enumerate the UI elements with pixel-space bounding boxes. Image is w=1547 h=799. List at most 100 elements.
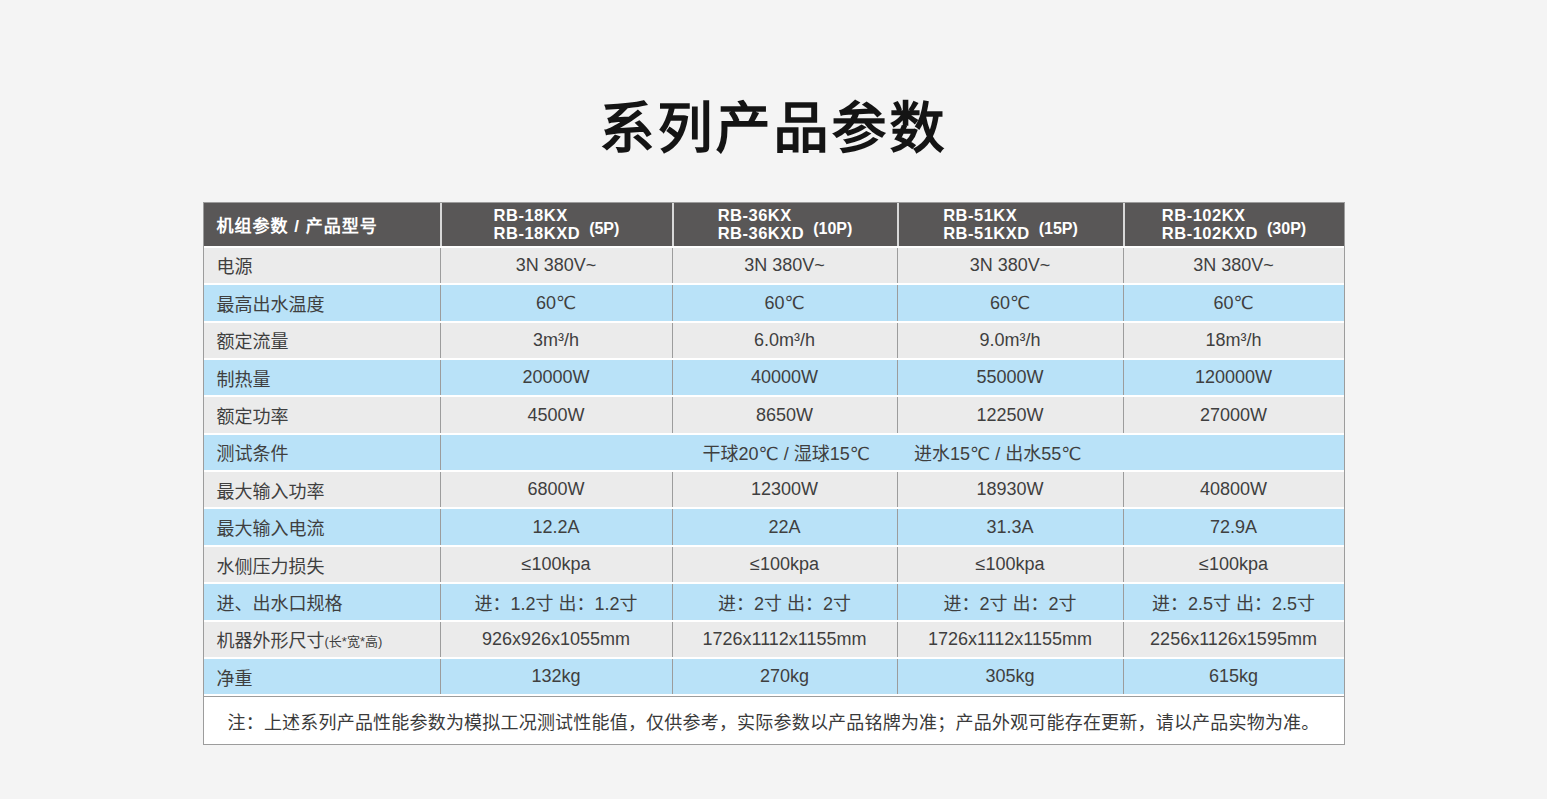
value-cell: 3N 380V~ xyxy=(672,248,897,283)
table-row: 测试条件 干球20℃ / 湿球15℃ 进水15℃ / 出水55℃ xyxy=(204,433,1344,470)
table-row: 机器外形尺寸(长*宽*高)926x926x1055mm1726x1112x115… xyxy=(204,620,1344,657)
page: { "page": { "title": "系列产品参数" }, "colors… xyxy=(0,0,1547,799)
value-cell: 305kg xyxy=(897,659,1123,694)
row-label-suffix: (长*宽*高) xyxy=(325,631,383,650)
table-header-row: 机组参数 / 产品型号 RB-18KXRB-18KXD (5P) RB-36KXRB… xyxy=(204,203,1344,246)
table-body: 电源3N 380V~3N 380V~3N 380V~3N 380V~最高出水温度… xyxy=(204,246,1344,697)
table-row: 水侧压力损失≤100kpa≤100kpa≤100kpa≤100kpa xyxy=(204,545,1344,582)
row-label-text: 最大输入功率 xyxy=(217,477,325,503)
row-label: 测试条件 xyxy=(204,435,440,470)
value-cell: 9.0m³/h xyxy=(897,323,1123,358)
table-row: 进、出水口规格进：1.2寸 出：1.2寸进：2寸 出：2寸进：2寸 出：2寸进：… xyxy=(204,582,1344,619)
value-cell: 3N 380V~ xyxy=(440,248,672,283)
table-row: 最大输入功率6800W12300W18930W40800W xyxy=(204,470,1344,507)
value-cell: 进：2寸 出：2寸 xyxy=(672,584,897,619)
row-label-text: 额定流量 xyxy=(217,327,289,353)
value-cell: 3N 380V~ xyxy=(1123,248,1344,283)
value-cell: 60℃ xyxy=(440,285,672,320)
table-row: 最高出水温度60℃60℃60℃60℃ xyxy=(204,283,1344,320)
value-cell: 72.9A xyxy=(1123,509,1344,544)
value-cell: 6800W xyxy=(440,472,672,507)
value-cell: 40800W xyxy=(1123,472,1344,507)
row-label: 制热量 xyxy=(204,360,440,395)
model-names: RB-102KXRB-102KXD xyxy=(1162,206,1258,242)
value-cell: 12250W xyxy=(897,397,1123,432)
value-cell: 8650W xyxy=(672,397,897,432)
value-cell: 926x926x1055mm xyxy=(440,622,672,657)
model-names: RB-18KXRB-18KXD xyxy=(494,206,581,242)
value-cell: ≤100kpa xyxy=(672,547,897,582)
row-label: 额定功率 xyxy=(204,397,440,432)
model-name: RB-18KXD xyxy=(494,224,581,242)
model-horsepower: (5P) xyxy=(589,220,619,238)
row-label-text: 测试条件 xyxy=(217,439,289,465)
row-label: 最高出水温度 xyxy=(204,285,440,320)
row-label: 最大输入电流 xyxy=(204,509,440,544)
table-row: 制热量20000W40000W55000W120000W xyxy=(204,358,1344,395)
model-name: RB-51KXD xyxy=(943,224,1030,242)
model-header-cell: RB-51KXRB-51KXD (15P) xyxy=(897,203,1123,246)
model-name: RB-102KX xyxy=(1162,206,1246,224)
model-horsepower: (30P) xyxy=(1267,220,1306,238)
value-cell: 270kg xyxy=(672,659,897,694)
row-label-text: 进、出水口规格 xyxy=(217,589,343,615)
table-note: 注：上述系列产品性能参数为模拟工况测试性能值，仅供参考，实际参数以产品铭牌为准；… xyxy=(204,696,1344,744)
row-label-text: 制热量 xyxy=(217,365,271,391)
value-cell: 6.0m³/h xyxy=(672,323,897,358)
value-cell: 60℃ xyxy=(672,285,897,320)
value-cell: 进：1.2寸 出：1.2寸 xyxy=(440,584,672,619)
table-row: 额定功率4500W8650W12250W27000W xyxy=(204,395,1344,432)
merged-value-cell: 干球20℃ / 湿球15℃ 进水15℃ / 出水55℃ xyxy=(440,435,1344,470)
model-names: RB-51KXRB-51KXD xyxy=(943,206,1030,242)
header-corner-cell: 机组参数 / 产品型号 xyxy=(204,203,440,246)
value-cell: 进：2.5寸 出：2.5寸 xyxy=(1123,584,1344,619)
model-header-cell: RB-36KXRB-36KXD(10P) xyxy=(672,203,897,246)
model-header-cell: RB-18KXRB-18KXD (5P) xyxy=(440,203,672,246)
value-cell: 3m³/h xyxy=(440,323,672,358)
model-names: RB-36KXRB-36KXD xyxy=(718,206,805,242)
table-row: 最大输入电流12.2A22A31.3A72.9A xyxy=(204,507,1344,544)
value-cell: 55000W xyxy=(897,360,1123,395)
value-cell: 18m³/h xyxy=(1123,323,1344,358)
row-label-text: 电源 xyxy=(217,252,253,278)
row-label-text: 净重 xyxy=(217,664,253,690)
table-row: 电源3N 380V~3N 380V~3N 380V~3N 380V~ xyxy=(204,246,1344,283)
value-cell: 22A xyxy=(672,509,897,544)
row-label: 机器外形尺寸(长*宽*高) xyxy=(204,622,440,657)
row-label-text: 额定功率 xyxy=(217,402,289,428)
row-label: 最大输入功率 xyxy=(204,472,440,507)
value-cell: 3N 380V~ xyxy=(897,248,1123,283)
row-label-text: 水侧压力损失 xyxy=(217,552,325,578)
value-cell: 20000W xyxy=(440,360,672,395)
model-name: RB-18KX xyxy=(494,206,568,224)
row-label: 进、出水口规格 xyxy=(204,584,440,619)
model-name: RB-51KX xyxy=(943,206,1017,224)
merged-value-part: 进水15℃ / 出水55℃ xyxy=(914,439,1081,465)
row-label-text: 最大输入电流 xyxy=(217,514,325,540)
model-horsepower: (15P) xyxy=(1039,220,1078,238)
row-label-text: 机器外形尺寸 xyxy=(217,626,325,652)
value-cell: 60℃ xyxy=(897,285,1123,320)
merged-value-part: 干球20℃ / 湿球15℃ xyxy=(703,439,870,465)
model-header-cell: RB-102KXRB-102KXD (30P) xyxy=(1123,203,1344,246)
value-cell: 12.2A xyxy=(440,509,672,544)
row-label: 电源 xyxy=(204,248,440,283)
value-cell: ≤100kpa xyxy=(1123,547,1344,582)
value-cell: ≤100kpa xyxy=(440,547,672,582)
value-cell: 1726x1112x1155mm xyxy=(672,622,897,657)
model-name: RB-36KXD xyxy=(718,224,805,242)
page-title: 系列产品参数 xyxy=(0,0,1547,158)
value-cell: 40000W xyxy=(672,360,897,395)
value-cell: 60℃ xyxy=(1123,285,1344,320)
value-cell: ≤100kpa xyxy=(897,547,1123,582)
value-cell: 进：2寸 出：2寸 xyxy=(897,584,1123,619)
row-label: 水侧压力损失 xyxy=(204,547,440,582)
row-label-text: 最高出水温度 xyxy=(217,290,325,316)
row-label: 净重 xyxy=(204,659,440,694)
value-cell: 12300W xyxy=(672,472,897,507)
value-cell: 27000W xyxy=(1123,397,1344,432)
row-label: 额定流量 xyxy=(204,323,440,358)
value-cell: 615kg xyxy=(1123,659,1344,694)
table-row: 净重132kg270kg305kg615kg xyxy=(204,657,1344,694)
value-cell: 2256x1126x1595mm xyxy=(1123,622,1344,657)
